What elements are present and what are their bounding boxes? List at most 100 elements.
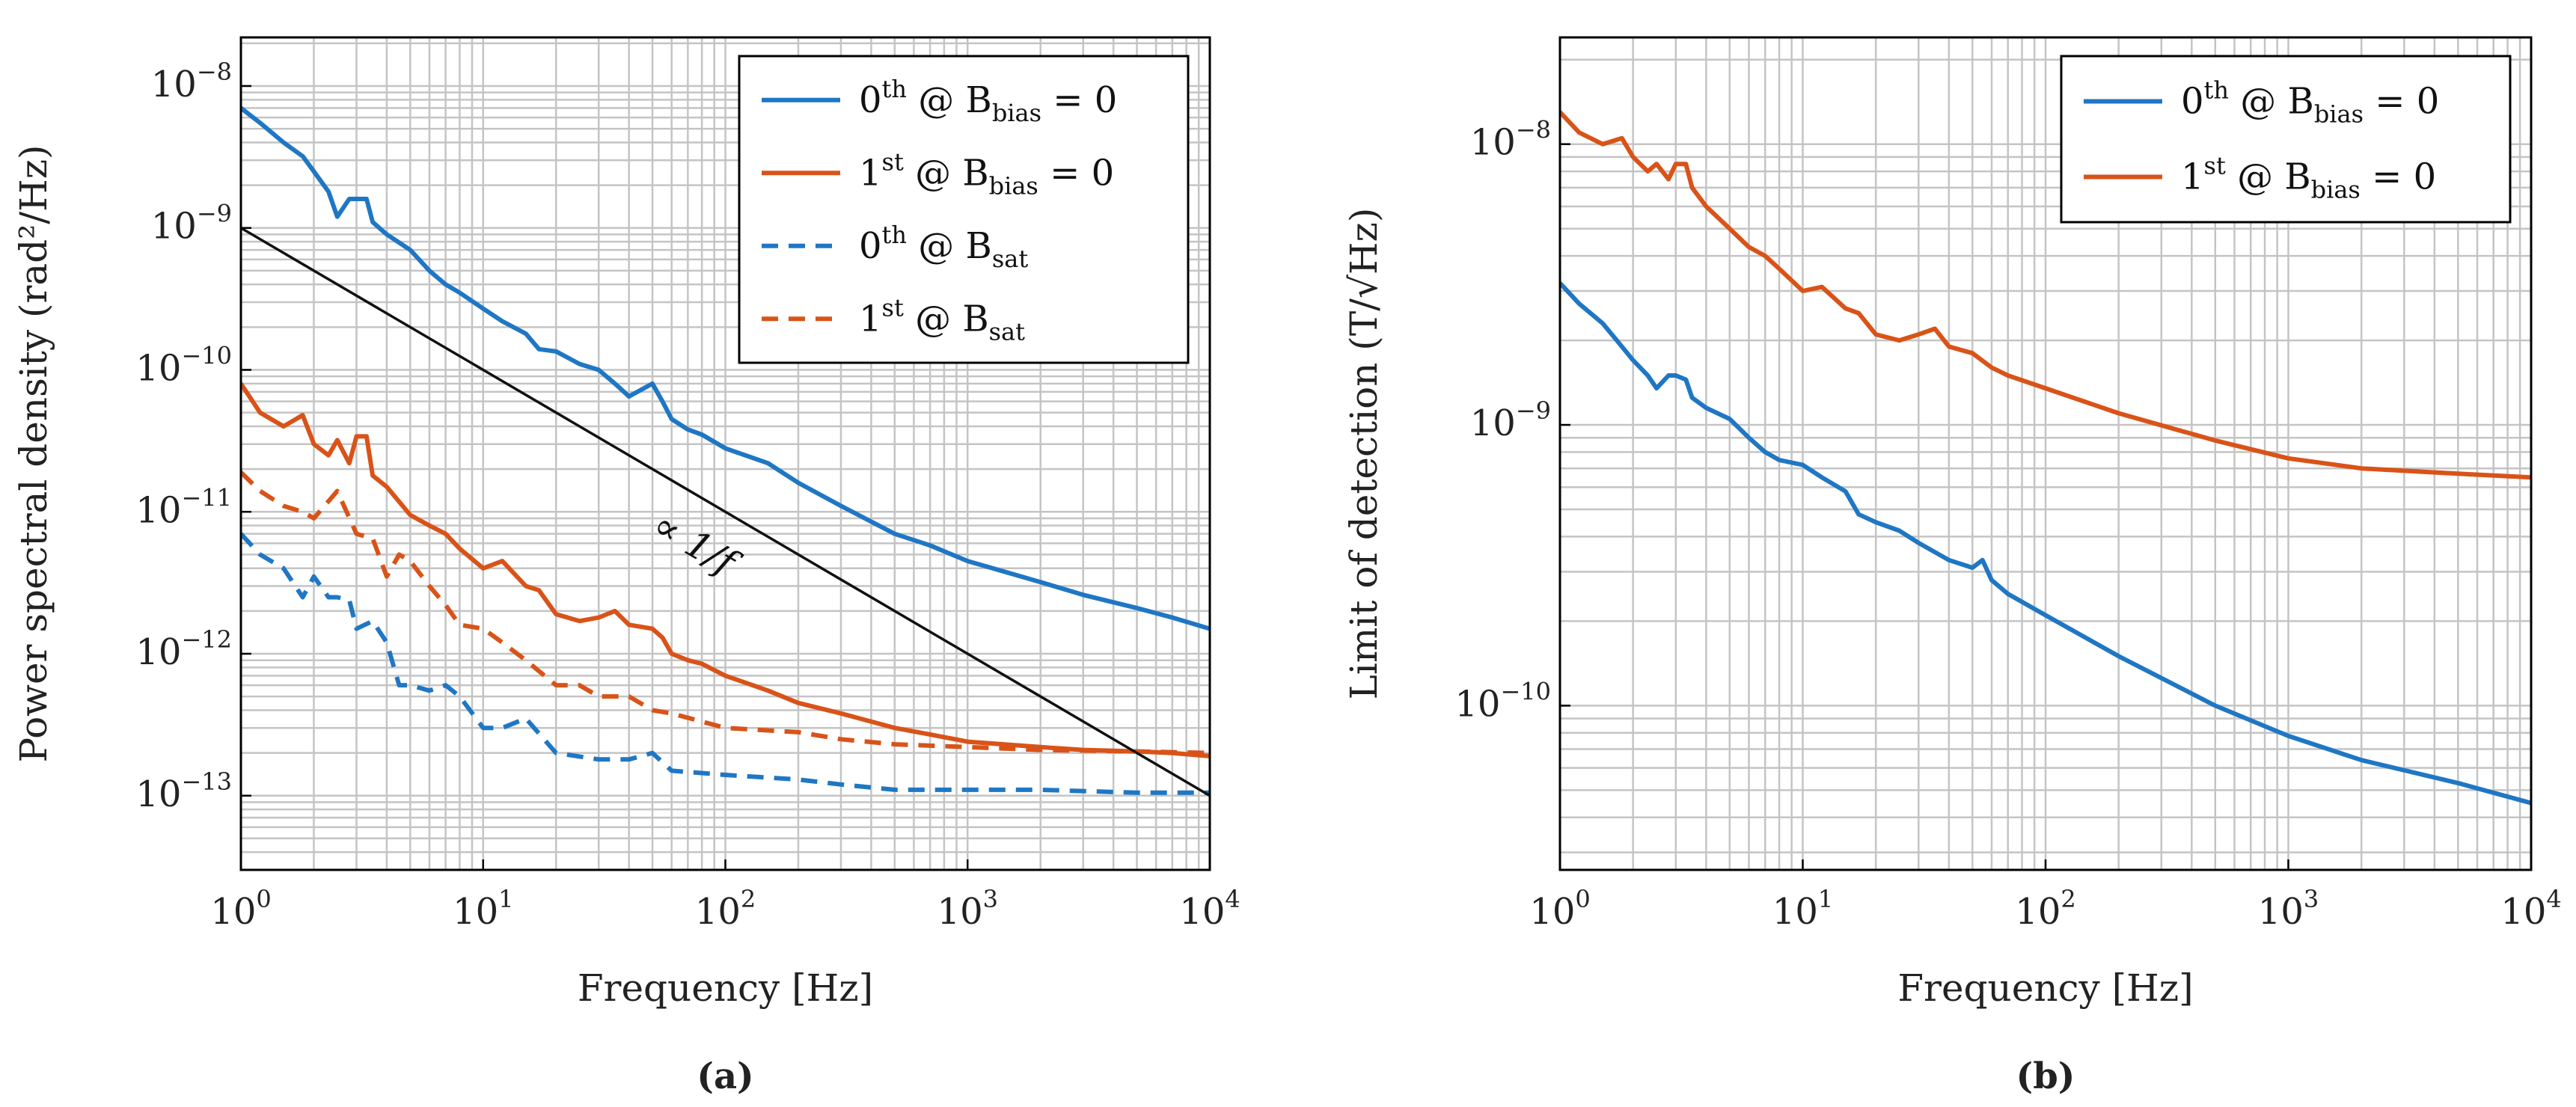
legend-tail: = 0 bbox=[1041, 79, 1117, 121]
y-axis-label: Limit of detection (T/√Hz) bbox=[1342, 208, 1386, 700]
x-tick-label: 102 bbox=[695, 885, 756, 933]
panel-caption: (b) bbox=[2016, 1055, 2075, 1097]
legend-order-sup: th bbox=[882, 75, 907, 103]
legend-at-b: @ B bbox=[904, 152, 989, 194]
legend-b-sub: bias bbox=[2314, 100, 2364, 129]
tick-exponent: −8 bbox=[1516, 116, 1551, 144]
y-tick-label: 10−10 bbox=[1454, 677, 1551, 725]
legend-order: 1 bbox=[859, 298, 882, 340]
tick-exponent: −10 bbox=[1500, 677, 1551, 705]
tick-exponent: 4 bbox=[1225, 885, 1240, 913]
panel-caption: (a) bbox=[697, 1055, 754, 1097]
legend-order-sup: st bbox=[882, 147, 904, 176]
legend-b-sub: sat bbox=[992, 245, 1029, 273]
plot-series bbox=[1560, 110, 2531, 806]
tick-exponent: 2 bbox=[741, 885, 756, 913]
legend-entry: 0th @ Bbias = 0 bbox=[2181, 76, 2439, 129]
tick-exponent: 0 bbox=[256, 885, 271, 913]
tick-base: 10 bbox=[135, 347, 181, 389]
legend-order: 0 bbox=[859, 225, 882, 267]
series-line-0th-b-bias-0 bbox=[241, 106, 1210, 631]
tick-exponent: −11 bbox=[181, 483, 232, 512]
tick-base: 10 bbox=[151, 206, 197, 248]
tick-exponent: −13 bbox=[181, 767, 232, 796]
x-tick-label: 100 bbox=[1529, 885, 1590, 933]
legend-order: 1 bbox=[859, 152, 882, 194]
plot-series bbox=[241, 106, 1210, 797]
series-line-1st-b-sat bbox=[241, 470, 1210, 755]
tick-base: 10 bbox=[210, 891, 256, 933]
legend-entry: 1st @ Bbias = 0 bbox=[859, 147, 1114, 200]
tick-base: 10 bbox=[695, 891, 741, 933]
tick-base: 10 bbox=[1179, 891, 1225, 933]
legend-entry: 0th @ Bbias = 0 bbox=[859, 75, 1117, 127]
tick-exponent: −9 bbox=[197, 200, 232, 228]
tick-exponent: 3 bbox=[2304, 885, 2319, 913]
y-tick-label: 10−11 bbox=[135, 483, 232, 531]
legend-b-sub: sat bbox=[989, 317, 1026, 346]
x-tick-label: 104 bbox=[1179, 885, 1240, 933]
x-tick-label: 104 bbox=[2500, 885, 2561, 933]
x-tick-label: 100 bbox=[210, 885, 271, 933]
legend-tail: = 0 bbox=[2364, 81, 2439, 123]
y-tick-label: 10−9 bbox=[151, 200, 232, 248]
legend-order-sup: st bbox=[882, 293, 904, 322]
tick-exponent: 1 bbox=[498, 885, 513, 913]
tick-exponent: 0 bbox=[1575, 885, 1590, 913]
legend-order-sup: th bbox=[882, 221, 907, 249]
tick-exponent: −8 bbox=[197, 58, 232, 86]
series-line-1st-b-bias-0 bbox=[241, 382, 1210, 758]
tick-base: 10 bbox=[135, 631, 181, 673]
series-line--1-f-reference bbox=[241, 227, 1210, 797]
legend-order: 1 bbox=[2181, 156, 2204, 198]
legend-order: 0 bbox=[2181, 81, 2204, 123]
series-line-0th-b-bias-0 bbox=[1560, 281, 2531, 806]
y-axis-label: Power spectral density (rad²/Hz) bbox=[12, 144, 55, 762]
legend-entry: 1st @ Bsat bbox=[859, 293, 1025, 346]
legend-tail: = 0 bbox=[1038, 152, 1114, 194]
legend-at-b: @ B bbox=[907, 79, 992, 121]
legend-box bbox=[738, 55, 1190, 364]
tick-base: 10 bbox=[1470, 402, 1516, 444]
legend-b-sub: bias bbox=[2311, 176, 2361, 204]
tick-base: 10 bbox=[937, 891, 983, 933]
tick-exponent: −12 bbox=[181, 625, 232, 654]
legend-at-b: @ B bbox=[2229, 81, 2314, 123]
legend-at-b: @ B bbox=[904, 298, 989, 340]
tick-base: 10 bbox=[151, 64, 197, 105]
tick-base: 10 bbox=[135, 773, 181, 815]
y-tick-label: 10−9 bbox=[1470, 396, 1551, 444]
x-tick-label: 101 bbox=[1772, 885, 1833, 933]
panel-a: 100 101 102 103 10410−1310−1210−1110−1010−91… bbox=[12, 36, 1240, 1097]
tick-base: 10 bbox=[2500, 891, 2546, 933]
legend-b-sub: bias bbox=[989, 171, 1038, 200]
y-tick-label: 10−8 bbox=[151, 58, 232, 105]
tick-base: 10 bbox=[135, 489, 181, 531]
x-axis-label: Frequency [Hz] bbox=[1897, 966, 2193, 1010]
tick-base: 10 bbox=[1454, 683, 1500, 725]
tick-base: 10 bbox=[1470, 122, 1516, 164]
x-tick-label: 101 bbox=[453, 885, 513, 933]
legend-order-sup: th bbox=[2204, 76, 2229, 105]
y-tick-label: 10−13 bbox=[135, 767, 232, 815]
tick-exponent: 3 bbox=[983, 885, 998, 913]
y-tick-label: 10−12 bbox=[135, 625, 232, 673]
x-axis-label: Frequency [Hz] bbox=[578, 966, 873, 1010]
tick-base: 10 bbox=[2015, 891, 2061, 933]
legend-b-sub: bias bbox=[992, 99, 1041, 127]
legend-tail: = 0 bbox=[2361, 156, 2436, 198]
tick-base: 10 bbox=[1772, 891, 1818, 933]
legend-at-b: @ B bbox=[907, 225, 992, 267]
legend-box bbox=[2060, 55, 2512, 224]
series-line-1st-b-bias-0 bbox=[1560, 110, 2531, 480]
legend-entry: 1st @ Bbias = 0 bbox=[2181, 152, 2436, 204]
tick-exponent: 1 bbox=[1818, 885, 1833, 913]
y-tick-label: 10−10 bbox=[135, 341, 232, 389]
tick-exponent: 2 bbox=[2061, 885, 2075, 913]
y-tick-label: 10−8 bbox=[1470, 116, 1551, 164]
tick-base: 10 bbox=[2258, 891, 2304, 933]
